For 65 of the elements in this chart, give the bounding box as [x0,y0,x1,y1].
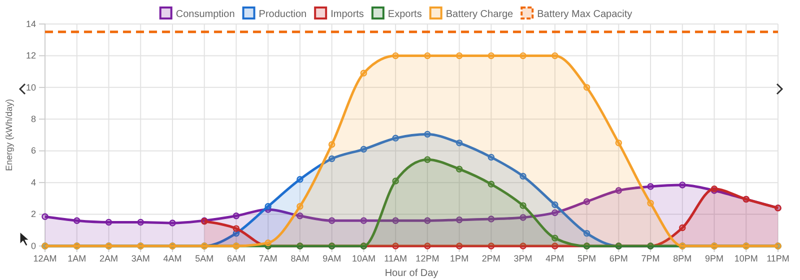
x-tick-label: 11PM [766,253,790,264]
point [424,52,431,60]
point [296,176,304,183]
point [679,182,686,188]
y-tick-label: 10 [26,82,36,92]
x-axis-title: Hour of Day [384,268,438,279]
legend-label: Imports [330,9,364,20]
y-tick-label: 8 [30,114,36,124]
y-tick-label: 4 [30,177,36,188]
x-tick-label: 7AM [258,253,278,264]
legend-label: Exports [388,9,422,20]
x-tick-label: 12AM [33,253,57,264]
point [105,218,112,226]
legend-label: Production [258,9,307,20]
point [264,239,272,246]
legend-label: Battery Max Capacity [537,9,632,20]
point [583,84,590,91]
x-tick-label: 5PM [578,253,596,264]
x-tick-label: 6AM [226,253,246,264]
x-tick-label: 8PM [673,253,692,264]
point [169,220,176,226]
legend-label: Battery Charge [446,9,514,20]
x-tick-label: 11AM [384,253,407,264]
y-axis-title: Energy (kWh/day) [4,98,14,172]
point [264,203,272,210]
y-tick-label: 0 [30,240,36,251]
point [647,183,654,190]
y-tick-label: 6 [30,146,36,156]
y-tick-label: 14 [26,18,36,29]
point [456,52,463,60]
point [42,213,48,220]
x-tick-label: 9AM [322,253,342,264]
x-tick-label: 1AM [68,253,86,264]
point [615,140,622,146]
y-tick-label: 2 [30,209,36,220]
point [679,224,686,232]
legend-label: Consumption [176,9,235,20]
x-tick-label: 4AM [163,253,182,264]
point [74,217,80,224]
point [520,52,526,60]
y-tick-label: 12 [26,50,36,61]
point [328,141,336,148]
x-tick-label: 9PM [705,253,724,264]
point [296,203,304,210]
point [137,218,144,226]
point [488,52,495,60]
x-tick-label: 3AM [131,253,150,264]
x-tick-label: 5AM [195,253,214,264]
x-tick-label: 2AM [99,253,118,264]
x-tick-label: 4PM [546,253,564,264]
point [647,200,654,207]
point [232,225,240,232]
point [552,52,558,60]
x-tick-label: 10PM [734,253,758,264]
x-tick-label: 6PM [609,253,628,264]
point [392,52,399,60]
x-tick-label: 8AM [290,253,310,264]
x-tick-label: 2PM [482,253,500,264]
x-tick-label: 1PM [450,253,469,264]
x-tick-label: 3PM [514,253,532,264]
x-tick-label: 10AM [352,253,376,264]
point [360,70,368,77]
x-tick-label: 12PM [416,253,440,264]
x-tick-label: 7PM [641,253,660,264]
point [232,212,240,220]
